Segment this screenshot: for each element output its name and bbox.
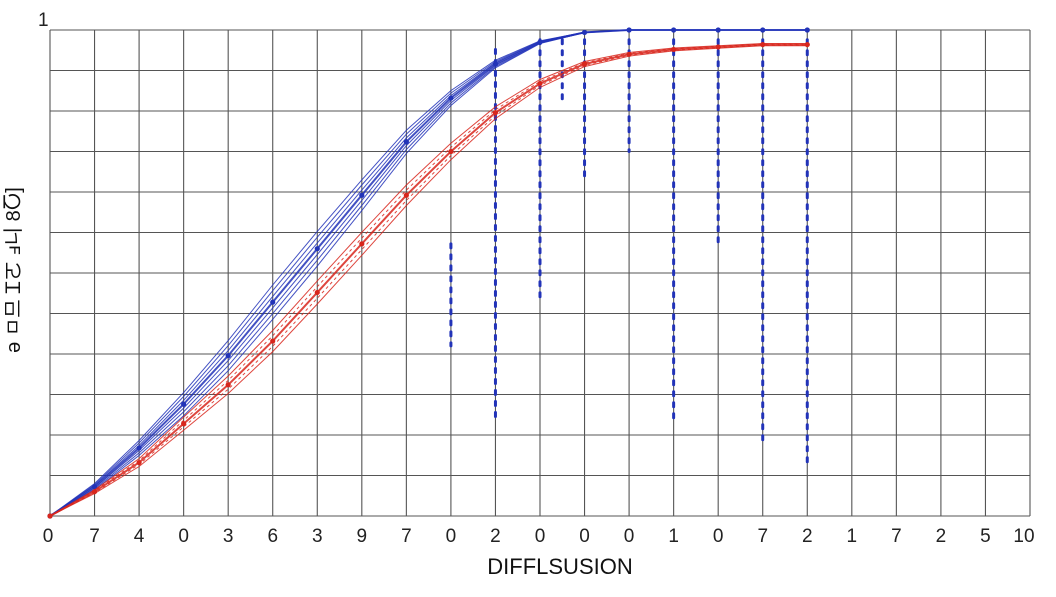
data-point (181, 421, 187, 427)
data-point (225, 353, 231, 359)
data-point (47, 513, 53, 519)
series-line-red (49, 45, 808, 517)
x-tick-label: 9 (357, 526, 368, 547)
data-point (671, 46, 677, 53)
x-tick-label: 1 (847, 526, 858, 547)
series-line-red (49, 43, 808, 517)
data-point (314, 289, 320, 296)
data-point (760, 41, 766, 48)
x-tick-label: 3 (223, 526, 234, 547)
series-line-blue (49, 29, 808, 517)
x-tick-label: 7 (891, 526, 902, 547)
x-tick-label: 3 (312, 526, 323, 547)
data-point (314, 246, 320, 252)
x-tick-label: 6 (267, 526, 278, 547)
x-axis-title: DIFFLSUSION (487, 554, 632, 579)
series-blue (47, 27, 810, 519)
data-point (136, 459, 142, 466)
x-tick-label: 7 (89, 526, 100, 547)
data-point (715, 44, 721, 50)
data-point (359, 241, 365, 247)
x-tick-label: 2 (490, 526, 501, 547)
x-tick-label: 4 (134, 526, 145, 547)
x-tick-label: 1 (668, 526, 679, 547)
x-tick-label: 2 (802, 526, 813, 547)
x-tick-label: 0 (579, 526, 590, 547)
x-tick-label: 0 (178, 526, 189, 547)
data-point (492, 110, 499, 116)
data-point (448, 95, 454, 101)
data-point (136, 445, 142, 451)
y-axis-title: ǝ ㅁ므 Ꮖㄛ ⅎ니 8Ⴀ] (2, 187, 25, 353)
data-point (181, 401, 187, 407)
data-point (492, 61, 499, 67)
x-tick-label: 5 (980, 526, 991, 547)
x-tick-labels: 0 7 4 0 3 6 3 9 7 0 2 0 0 0 1 0 7 2 1 7 2 5 10 (43, 526, 1035, 547)
x-tick-label: 7 (401, 526, 412, 547)
series-line-red (49, 43, 808, 517)
data-point (804, 41, 810, 48)
x-tick-label: 0 (624, 526, 635, 547)
x-tick-label: 7 (757, 526, 768, 547)
series-line-red (49, 43, 808, 517)
data-point (359, 192, 365, 198)
x-tick-label: 0 (446, 526, 457, 547)
data-point (804, 27, 810, 33)
data-point (537, 39, 543, 45)
x-tick-label: 2 (936, 526, 947, 547)
data-point (270, 338, 276, 344)
y-top-label: 1 (38, 10, 49, 31)
x-tick-label: 0 (43, 526, 54, 547)
data-point (537, 80, 543, 87)
data-point (715, 27, 721, 33)
data-point (91, 489, 98, 495)
data-point (671, 27, 677, 33)
data-point (760, 27, 766, 33)
x-tick-label: 0 (535, 526, 546, 547)
series-red (47, 41, 810, 519)
data-point (626, 27, 632, 33)
data-point (91, 484, 98, 490)
data-point (403, 139, 409, 145)
x-tick-label: 10 (1013, 526, 1034, 547)
x-tick-label: 0 (713, 526, 724, 547)
data-point (581, 29, 588, 36)
data-point (626, 51, 632, 57)
series-layer (47, 27, 810, 519)
data-point (403, 192, 409, 198)
series-line-red (49, 44, 808, 517)
data-point (270, 299, 276, 305)
data-point (448, 148, 454, 155)
data-point (581, 61, 588, 67)
data-point (225, 382, 231, 388)
